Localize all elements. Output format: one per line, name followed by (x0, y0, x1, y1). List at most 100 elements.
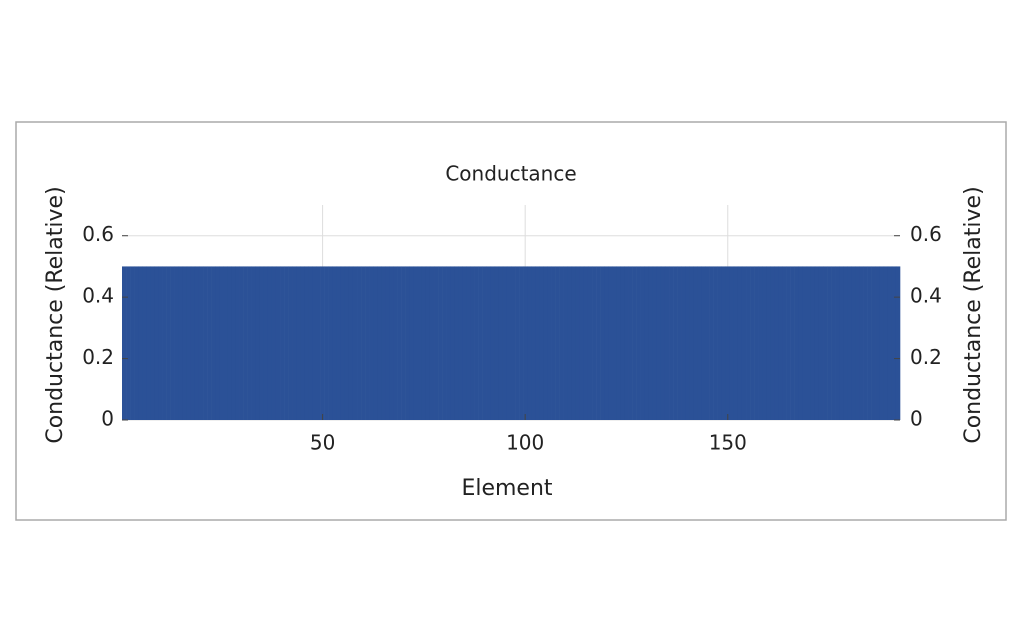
bar (567, 266, 573, 420)
bar (405, 266, 410, 420)
bar (385, 266, 390, 420)
bar (450, 266, 455, 420)
bar (312, 266, 317, 420)
bar (705, 266, 710, 420)
y-axis-label: Conductance (Relative) (43, 186, 68, 443)
bar (895, 266, 901, 420)
bar (178, 266, 184, 420)
bar (308, 266, 313, 420)
bar (288, 266, 293, 420)
bar (628, 266, 633, 420)
bar (814, 266, 820, 420)
x-tick-label: 100 (506, 431, 544, 455)
y2-axis-label: Conductance (Relative) (961, 186, 986, 443)
bar (223, 266, 228, 420)
bar (365, 266, 370, 420)
bar (263, 266, 269, 420)
bar (871, 266, 876, 420)
bar (721, 266, 727, 420)
bar (587, 266, 593, 420)
bar (875, 266, 881, 420)
bar (182, 266, 188, 420)
bar (146, 266, 151, 420)
bar (304, 266, 309, 420)
bar (847, 266, 852, 420)
bar (770, 266, 775, 420)
bar (255, 266, 261, 420)
y2-tick-label: 0 (910, 407, 923, 431)
bar (194, 266, 200, 420)
bar (798, 266, 804, 420)
bar (644, 266, 650, 420)
bar (575, 266, 581, 420)
bar (397, 266, 402, 420)
bar (442, 266, 447, 420)
bar (551, 266, 556, 420)
bar (863, 266, 868, 420)
bar (162, 266, 167, 420)
y-tick-label: 0 (101, 407, 114, 431)
bar (409, 266, 415, 420)
bar (608, 266, 613, 420)
bar (640, 266, 646, 420)
bar (693, 266, 698, 420)
bar (806, 266, 812, 420)
bar (794, 266, 799, 420)
bar (612, 266, 617, 420)
bar (559, 266, 564, 420)
bar (600, 266, 605, 420)
bar (348, 266, 354, 420)
bar (271, 266, 277, 420)
bar (425, 266, 431, 420)
bar (823, 266, 828, 420)
bar (381, 266, 386, 420)
bar (579, 266, 585, 420)
bar (737, 266, 743, 420)
bar (697, 266, 702, 420)
bar (482, 266, 487, 420)
bar (701, 266, 706, 420)
bar (340, 266, 346, 420)
bar (778, 266, 783, 420)
bar (782, 266, 787, 420)
bar (280, 266, 285, 420)
x-tick-label: 150 (709, 431, 747, 455)
bar (470, 266, 475, 420)
bar (421, 266, 427, 420)
y2-tick-label: 0.2 (910, 345, 942, 369)
bar (859, 266, 864, 420)
bar (810, 266, 816, 420)
bar (417, 266, 423, 420)
bar (344, 266, 350, 420)
bar (190, 266, 196, 420)
bar (336, 266, 342, 420)
bar (725, 266, 731, 420)
bar (539, 266, 544, 420)
bar (681, 266, 686, 420)
bar (401, 266, 406, 420)
bar (474, 266, 479, 420)
bar (154, 266, 159, 420)
bar (729, 266, 735, 420)
bar (746, 266, 751, 420)
bar (754, 266, 759, 420)
bar (466, 266, 471, 420)
bar (490, 266, 496, 420)
y2-tick-label: 0.6 (910, 222, 942, 246)
bar (818, 266, 824, 420)
bar (632, 266, 637, 420)
bar (357, 266, 362, 420)
bar (713, 266, 718, 420)
bar (802, 266, 808, 420)
bar (583, 266, 589, 420)
bar (831, 266, 836, 420)
bar (883, 266, 889, 420)
bar (207, 266, 212, 420)
bar (774, 266, 779, 420)
bar (835, 266, 840, 420)
bar (535, 266, 540, 420)
bar (689, 266, 694, 420)
bar (352, 266, 358, 420)
bar (130, 266, 135, 420)
